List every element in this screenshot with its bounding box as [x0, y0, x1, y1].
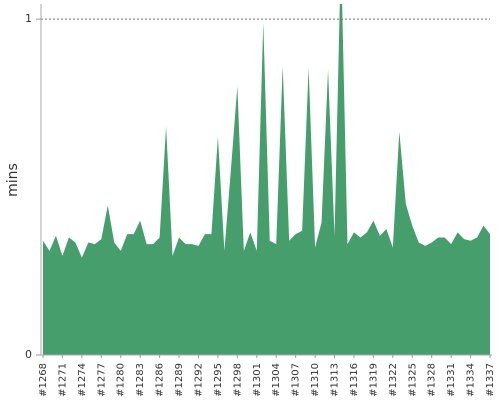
x-tick-label: #1295 — [213, 363, 224, 397]
x-tick-label: #1337 — [485, 363, 496, 397]
x-tick-label: #1268 — [38, 363, 49, 397]
x-tick-label: #1325 — [407, 363, 418, 397]
x-tick-label: #1331 — [446, 363, 457, 397]
x-tick-label: #1307 — [291, 363, 302, 397]
x-tick-label: #1334 — [466, 363, 477, 397]
y-tick-label: 1 — [25, 12, 32, 25]
x-tick-label: #1304 — [271, 363, 282, 397]
x-tick-label: #1301 — [252, 363, 263, 397]
x-tick-label: #1310 — [310, 363, 321, 397]
x-tick-label: #1313 — [330, 363, 341, 397]
x-tick-label: #1319 — [368, 363, 379, 397]
y-axis-label: mins — [5, 163, 21, 197]
x-tick-label: #1283 — [135, 363, 146, 397]
x-tick-label: #1292 — [193, 363, 204, 397]
x-tick-label: #1280 — [116, 363, 127, 397]
x-tick-label: #1328 — [427, 363, 438, 397]
x-tick-label: #1298 — [232, 363, 243, 397]
x-tick-label: #1271 — [57, 363, 68, 397]
x-tick-label: #1286 — [155, 363, 166, 397]
x-tick-label: #1289 — [174, 363, 185, 397]
x-tick-label: #1316 — [349, 363, 360, 397]
area — [43, 4, 490, 355]
y-tick-label: 0 — [25, 348, 32, 361]
x-tick-label: #1277 — [96, 363, 107, 397]
x-tick-label: #1274 — [77, 363, 88, 397]
x-tick-label: #1322 — [388, 363, 399, 397]
